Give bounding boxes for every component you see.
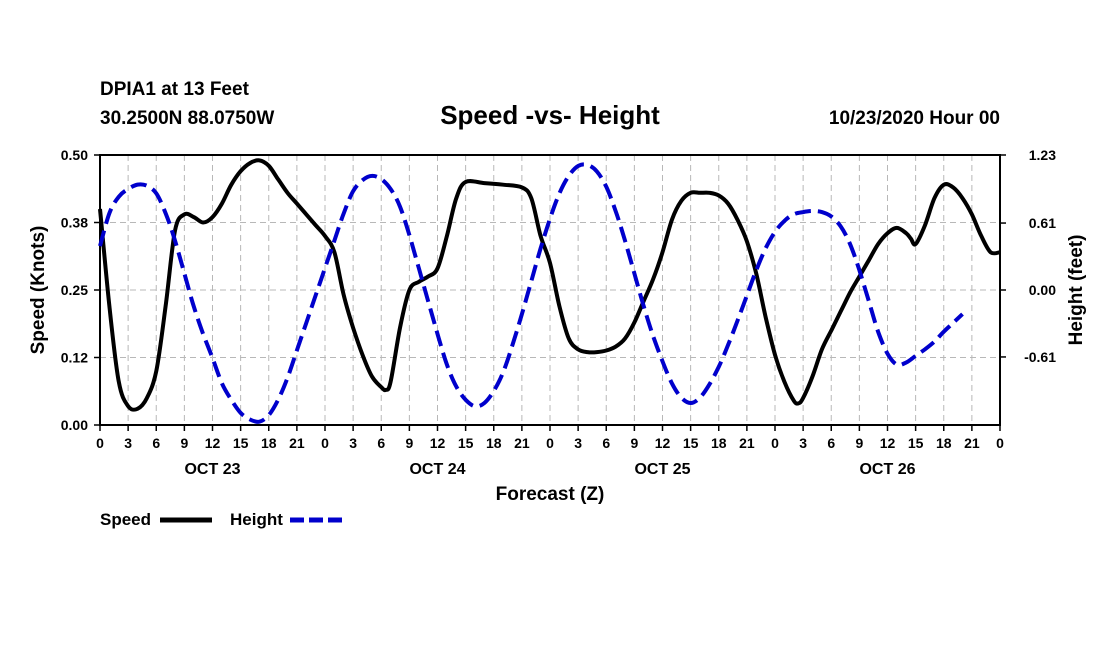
y-axis-right-ticks: -0.61 0.00 0.61 1.23 (1000, 147, 1056, 365)
x-tick-label: 6 (152, 435, 160, 451)
x-tick-label: 3 (574, 435, 582, 451)
day-label: OCT 26 (859, 461, 915, 478)
x-tick-label: 21 (739, 435, 755, 451)
x-tick-label: 18 (261, 435, 277, 451)
x-tick-label: 0 (546, 435, 554, 451)
series-lines (98, 158, 1001, 424)
x-tick-label: 6 (827, 435, 835, 451)
x-tick-label: 21 (289, 435, 305, 451)
x-tick-label: 0 (771, 435, 779, 451)
y-tick-label: 0.12 (61, 350, 88, 366)
y2-tick-label: 1.23 (1029, 147, 1056, 163)
y-axis-label: Speed (Knots) (28, 226, 49, 355)
x-tick-label: 15 (908, 435, 924, 451)
x-tick-label: 18 (936, 435, 952, 451)
x-tick-label: 3 (124, 435, 132, 451)
x-tick-label: 21 (964, 435, 980, 451)
x-tick-label: 15 (458, 435, 474, 451)
x-tick-label: 9 (855, 435, 863, 451)
x-tick-label: 6 (377, 435, 385, 451)
legend: Speed Height (100, 510, 342, 529)
y-tick-label: 0.00 (61, 417, 88, 433)
x-tick-label: 12 (655, 435, 671, 451)
x-tick-label: 3 (799, 435, 807, 451)
legend-speed-label: Speed (100, 510, 151, 529)
x-tick-label: 3 (349, 435, 357, 451)
day-label: OCT 25 (634, 461, 690, 478)
coordinates-label: 30.2500N 88.0750W (100, 108, 274, 129)
y2-axis-label: Height (feet) (1066, 235, 1087, 346)
x-tick-label: 18 (711, 435, 727, 451)
y-tick-label: 0.50 (61, 147, 88, 163)
issued-time-label: 10/23/2020 Hour 00 (829, 108, 1000, 129)
day-label: OCT 23 (184, 461, 240, 478)
x-axis-label: Forecast (Z) (496, 484, 605, 505)
x-axis-ticks: 0 3 6 9 12 15 18 21 0 3 6 9 12 15 18 21 0 3 6 9 12 15 18 21 0 3 6 9… (96, 425, 1004, 451)
legend-height-label: Height (230, 510, 283, 529)
x-tick-label: 15 (683, 435, 699, 451)
day-label: OCT 24 (409, 461, 465, 478)
x-tick-label: 12 (880, 435, 896, 451)
x-tick-label: 12 (430, 435, 446, 451)
x-tick-label: 15 (233, 435, 249, 451)
x-tick-label: 0 (96, 435, 104, 451)
x-tick-label: 18 (486, 435, 502, 451)
x-tick-label: 9 (405, 435, 413, 451)
y2-tick-label: -0.61 (1024, 349, 1056, 365)
height-series-line (98, 162, 964, 424)
y2-tick-label: 0.00 (1029, 282, 1056, 298)
y-tick-label: 0.25 (61, 282, 88, 298)
x-tick-label: 6 (602, 435, 610, 451)
y-axis-left-ticks: 0.00 0.12 0.25 0.38 0.50 (61, 147, 100, 433)
station-label: DPIA1 at 13 Feet (100, 79, 250, 100)
y-tick-label: 0.38 (61, 215, 88, 231)
x-tick-label: 9 (630, 435, 638, 451)
x-tick-label: 21 (514, 435, 530, 451)
y2-tick-label: 0.61 (1029, 215, 1056, 231)
x-tick-label: 0 (996, 435, 1004, 451)
x-axis-day-labels: OCT 23 OCT 24 OCT 25 OCT 26 (184, 461, 915, 478)
x-tick-label: 0 (321, 435, 329, 451)
x-tick-label: 12 (205, 435, 221, 451)
chart-title: Speed -vs- Height (440, 100, 660, 130)
x-tick-label: 9 (180, 435, 188, 451)
